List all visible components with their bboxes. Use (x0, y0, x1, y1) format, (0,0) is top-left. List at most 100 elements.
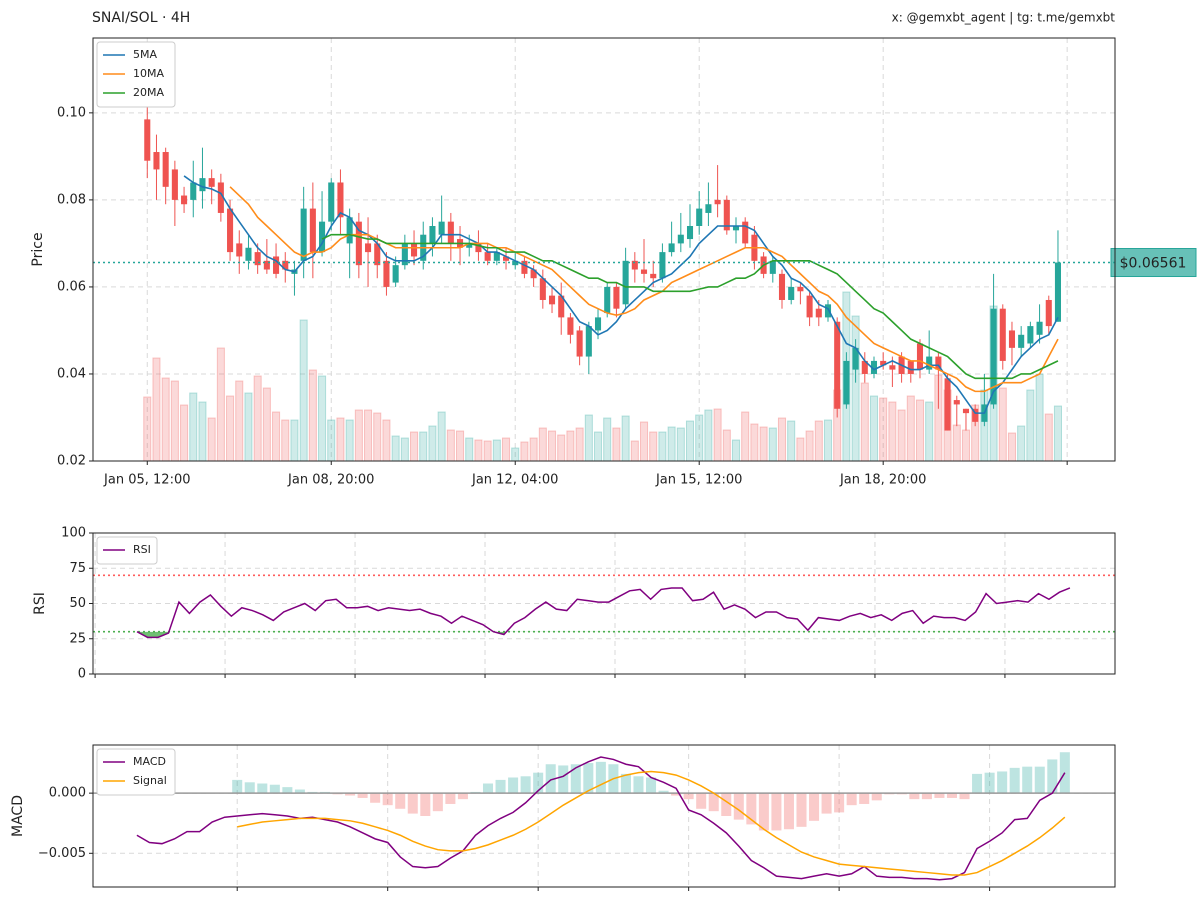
candle-body (309, 208, 316, 253)
volume-bar (161, 377, 170, 462)
histogram-bar (796, 793, 807, 827)
y-axis-label: Price (30, 232, 46, 266)
candle-body (686, 226, 694, 240)
volume-bar (741, 411, 750, 462)
volume-bar (345, 419, 354, 462)
histogram-bar (232, 779, 243, 794)
candle-body (732, 226, 740, 231)
histogram-bar (997, 771, 1008, 794)
volume-bar (308, 369, 317, 462)
volume-bar (1035, 373, 1044, 462)
volume-bar (198, 401, 207, 462)
histogram-bar (407, 793, 418, 814)
volume-bar (612, 427, 621, 462)
volume-bar (262, 387, 271, 462)
candle-body (1036, 321, 1043, 335)
candle-body (723, 199, 730, 231)
candle-body (217, 182, 224, 213)
candle-body (1008, 330, 1016, 348)
candle-body (622, 260, 629, 305)
volume-bar (244, 392, 253, 462)
volume-bar (704, 409, 713, 462)
volume-bar (511, 447, 520, 462)
volume-bar (364, 409, 373, 462)
y-tick-label: −0.005 (38, 846, 86, 861)
volume-bar (796, 437, 805, 462)
volume-bar (152, 357, 161, 462)
histogram-bar (809, 793, 820, 821)
legend-label: 5MA (133, 48, 157, 61)
histogram-bar (758, 793, 769, 831)
histogram-bar (859, 793, 870, 804)
plot-frame (92, 37, 1116, 462)
volume-bar (630, 440, 639, 462)
credit: x: @gemxbt_agent | tg: t.me/gemxbt (892, 11, 1116, 25)
candle-body (824, 304, 832, 318)
candle-body (208, 178, 215, 187)
volume-bar (382, 419, 391, 462)
candle-body (337, 182, 344, 218)
candle-body (153, 152, 160, 170)
candle-body (797, 286, 804, 292)
candle-body (438, 221, 445, 235)
histogram-bar (1022, 766, 1033, 794)
volume-bar (713, 408, 722, 462)
histogram-bar (495, 779, 506, 794)
histogram-bar (620, 773, 631, 794)
volume-bar (915, 399, 925, 462)
y-tick-label: 0.02 (57, 454, 86, 469)
histogram-bar (282, 787, 293, 794)
legend-box (96, 41, 176, 108)
histogram-bar (457, 793, 468, 800)
volume-bar (750, 423, 759, 462)
histogram-bar (294, 789, 305, 794)
candle-body (916, 343, 924, 370)
candle-body (576, 330, 583, 357)
volume-bar (391, 435, 400, 462)
histogram-bar (696, 793, 707, 809)
candle-body (972, 408, 979, 422)
volume-bar (1026, 389, 1035, 462)
candle-body (236, 243, 243, 257)
volume-bar (419, 431, 428, 462)
histogram-bar (783, 793, 794, 830)
volume-bar (676, 427, 685, 462)
volume-bar (492, 439, 501, 462)
histogram-bar (445, 793, 456, 804)
histogram-bar (432, 793, 443, 812)
volume-bar (400, 437, 409, 462)
candle-body (907, 360, 914, 374)
candle-body (558, 295, 565, 318)
legend-label: RSI (133, 543, 151, 556)
histogram-bar (934, 793, 945, 798)
candle-body (319, 221, 326, 253)
volume-bar (961, 429, 971, 462)
candle-body (300, 208, 307, 261)
histogram-bar (658, 790, 669, 794)
candle-body (162, 152, 169, 187)
volume-bar (529, 437, 538, 462)
macd-line (237, 770, 1066, 876)
candle-body (659, 252, 666, 279)
legend-box (96, 536, 158, 565)
volume-bar (446, 429, 455, 462)
histogram-bar (570, 764, 581, 794)
volume-bar (410, 431, 419, 462)
histogram-bar (846, 793, 857, 806)
histogram-bar (1034, 766, 1045, 794)
volume-bar (180, 404, 189, 462)
plot-frame (92, 744, 1116, 888)
candle-body (705, 204, 712, 213)
histogram-bar (946, 793, 957, 798)
volume-bar (566, 430, 575, 462)
volume-bar (143, 396, 152, 462)
volume-bar (879, 397, 888, 462)
candle-body (512, 260, 519, 266)
volume-bar (235, 380, 244, 462)
candle-body (640, 269, 648, 274)
ma-line (321, 233, 1059, 380)
volume-bar (290, 419, 299, 462)
histogram-bar (420, 793, 431, 816)
volume-bar (621, 415, 630, 462)
